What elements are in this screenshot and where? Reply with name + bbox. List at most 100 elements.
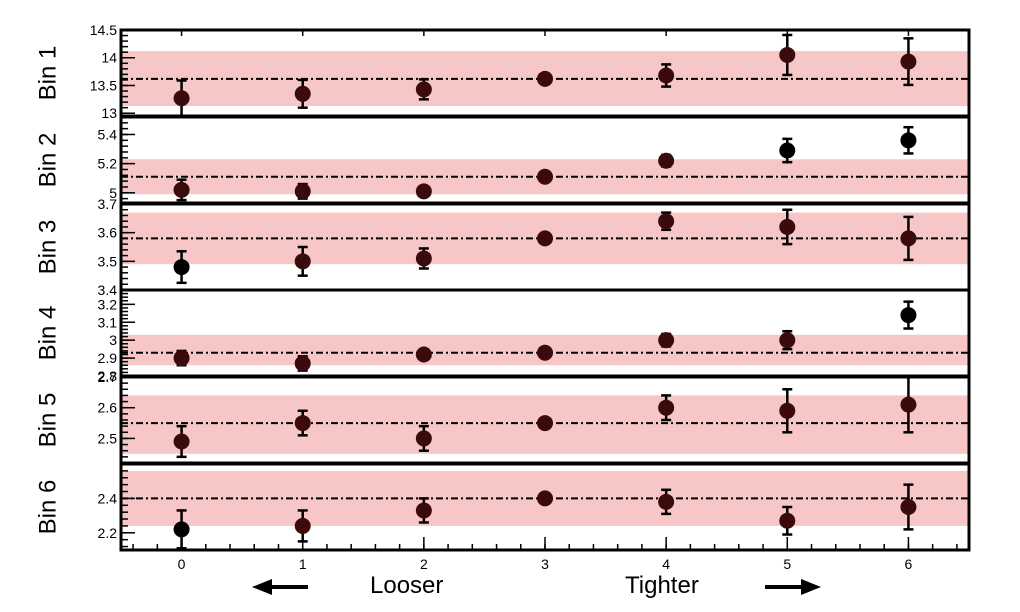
panel-bin-3: 3.4 3.5 3.6 3.7 Bin 3 xyxy=(35,196,971,298)
data-point xyxy=(779,137,796,164)
point-marker xyxy=(900,132,917,149)
direction-indicator-right: Tighter xyxy=(625,572,821,599)
y-tick-label: 2.5 xyxy=(98,430,118,446)
left-arrow-head xyxy=(252,579,272,595)
point-marker xyxy=(294,517,311,534)
point-marker xyxy=(173,521,190,538)
tighter-label: Tighter xyxy=(625,572,699,599)
panel-label: Bin 1 xyxy=(35,46,62,101)
data-point xyxy=(900,125,917,155)
y-tick-label: 2.9 xyxy=(98,350,118,366)
point-marker xyxy=(415,183,432,200)
x-tick-label: 6 xyxy=(905,556,913,572)
data-point xyxy=(658,394,675,422)
point-marker xyxy=(537,490,553,507)
point-marker xyxy=(658,332,675,349)
point-marker xyxy=(779,512,796,529)
x-axis: 0 1 2 3 4 5 6 xyxy=(132,30,958,572)
data-point xyxy=(900,483,917,531)
y-tick-label: 2.6 xyxy=(98,400,118,416)
data-point xyxy=(537,415,553,432)
y-tick-label: 5.2 xyxy=(98,156,118,172)
y-tick-label: 3 xyxy=(109,332,117,348)
panel-bin-2: 5 5.2 5.4 Bin 2 xyxy=(35,115,971,205)
data-point xyxy=(173,424,190,459)
point-marker xyxy=(658,213,675,230)
data-point xyxy=(415,346,432,363)
point-marker xyxy=(173,433,190,450)
x-tick-label: 4 xyxy=(662,556,670,572)
y-tick-label: 2.7 xyxy=(98,369,118,385)
point-marker xyxy=(537,168,553,185)
point-marker xyxy=(658,67,675,84)
panel-label: Bin 2 xyxy=(35,133,62,188)
data-point xyxy=(537,70,553,87)
y-tick-label: 5 xyxy=(109,185,117,201)
data-point xyxy=(779,505,796,536)
point-marker xyxy=(294,85,311,102)
data-point xyxy=(779,208,796,246)
y-tick-label: 3.4 xyxy=(98,282,118,298)
data-point xyxy=(779,329,796,351)
y-tick-label: 3.7 xyxy=(98,196,118,212)
data-point xyxy=(658,63,675,88)
point-marker xyxy=(415,250,432,267)
point-marker xyxy=(294,183,311,200)
data-point xyxy=(294,78,311,109)
data-point xyxy=(415,183,432,200)
data-point xyxy=(658,332,675,349)
data-point xyxy=(658,211,675,232)
y-tick-label: 14.5 xyxy=(90,22,117,38)
panel-label: Bin 6 xyxy=(35,480,62,535)
point-marker xyxy=(779,402,796,419)
data-point xyxy=(415,247,432,270)
data-point xyxy=(658,152,675,169)
panel-bin-1: 13 13.5 14 14.5 Bin 1 xyxy=(35,22,971,121)
data-point xyxy=(415,497,432,524)
y-tick-label: 3.1 xyxy=(98,314,118,330)
point-marker xyxy=(294,253,311,270)
data-point xyxy=(779,33,796,77)
point-marker xyxy=(537,70,553,87)
y-tick-label: 3.5 xyxy=(98,253,118,269)
point-marker xyxy=(415,346,432,363)
point-marker xyxy=(658,152,675,169)
panel-bin-4: 2.8 2.9 3 3.1 3.2 Bin 4 xyxy=(35,288,971,384)
point-marker xyxy=(779,332,796,349)
panel-label: Bin 3 xyxy=(35,220,62,275)
point-marker xyxy=(537,415,553,432)
data-point xyxy=(415,424,432,452)
point-marker xyxy=(779,142,796,159)
data-point xyxy=(779,388,796,434)
y-tick-label: 2.8 xyxy=(98,368,118,384)
data-point xyxy=(900,37,917,87)
point-marker xyxy=(900,53,917,70)
point-marker xyxy=(900,499,917,515)
panel-bin-6: 2.2 2.4 Bin 6 xyxy=(35,462,971,552)
data-point xyxy=(658,488,675,516)
y-tick-label: 13.5 xyxy=(90,77,117,93)
point-marker xyxy=(537,344,553,361)
point-marker xyxy=(900,396,917,413)
data-point xyxy=(294,409,311,437)
data-point xyxy=(537,490,553,507)
y-tick-label: 2.2 xyxy=(98,525,118,541)
point-marker xyxy=(173,350,190,367)
panel-label: Bin 5 xyxy=(35,393,62,448)
y-tick-label: 2.4 xyxy=(98,490,118,506)
y-tick-label: 5.4 xyxy=(98,126,118,142)
y-tick-label: 13 xyxy=(101,105,117,121)
y-tick-label: 3.6 xyxy=(98,225,118,241)
panel-label: Bin 4 xyxy=(35,306,62,361)
point-marker xyxy=(173,90,190,107)
point-marker xyxy=(173,181,190,198)
point-marker xyxy=(294,415,311,432)
direction-indicator-left: Looser xyxy=(252,572,443,599)
point-marker xyxy=(658,399,675,416)
data-point xyxy=(537,230,553,247)
data-point xyxy=(900,215,917,262)
data-point xyxy=(537,168,553,185)
looser-label: Looser xyxy=(370,572,443,599)
